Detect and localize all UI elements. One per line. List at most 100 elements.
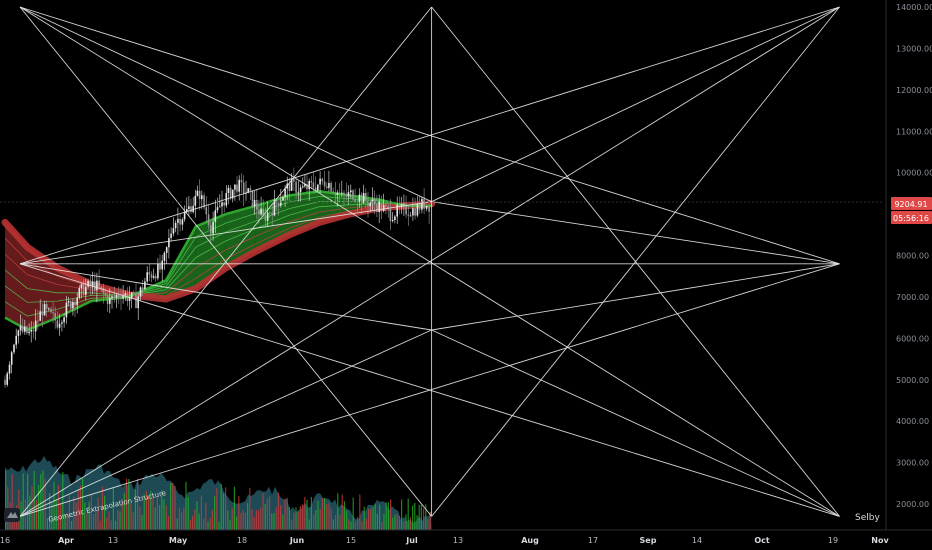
candle-body <box>148 272 151 275</box>
candle-body <box>130 292 133 298</box>
y-tick-label: 11000.00 <box>896 127 932 136</box>
volume-bar <box>90 494 92 530</box>
volume-bar <box>277 492 279 530</box>
volume-bar <box>412 505 414 530</box>
tradingview-logo-icon[interactable] <box>4 508 20 522</box>
volume-bar <box>174 485 176 530</box>
volume-bar <box>211 510 213 530</box>
volume-bar <box>148 496 150 530</box>
candle-body <box>266 212 269 221</box>
candle-body <box>367 200 369 207</box>
volume-bar <box>242 510 244 530</box>
volume-bar <box>343 501 345 530</box>
candle-body <box>177 218 179 223</box>
candle-body <box>111 296 113 298</box>
volume-bar <box>181 511 183 530</box>
candle-body <box>227 187 230 193</box>
candle-body <box>418 203 421 210</box>
time-axis[interactable]: 16 Apr 13 May 18 Jun 15 Jul 13 Aug 17 Sep 14 Oct 19 Nov <box>0 536 889 545</box>
volume-bar <box>126 478 128 530</box>
y-tick-label: 12000.00 <box>896 86 932 95</box>
volume-bar <box>273 513 275 530</box>
candle-body <box>165 247 168 253</box>
volume-bar <box>13 518 15 530</box>
candle-body <box>120 297 122 299</box>
volume-bar <box>286 497 288 530</box>
volume-bar <box>176 518 178 530</box>
volume-bar <box>187 496 189 530</box>
candle-body <box>106 295 109 304</box>
author-label: Selby <box>855 513 880 523</box>
candle-body <box>82 284 85 295</box>
volume-bar <box>392 517 394 530</box>
volume-bar <box>368 509 370 530</box>
volume-bar <box>31 486 33 530</box>
candle-body <box>188 206 190 209</box>
candle-body <box>251 190 254 207</box>
candle-body <box>299 187 302 192</box>
candle-body <box>306 184 308 190</box>
volume-bar <box>240 513 242 530</box>
volume-bar <box>423 508 425 530</box>
y-tick-label: 2000.00 <box>896 500 929 509</box>
candle-body <box>302 186 304 188</box>
volume-bar <box>183 507 185 530</box>
volume-bar <box>383 513 385 530</box>
volume-bar <box>189 519 191 530</box>
candle-body <box>56 320 59 328</box>
volume-bar <box>233 486 235 530</box>
candle-body <box>48 308 50 310</box>
candle-body <box>19 326 22 331</box>
candle-body <box>168 238 170 248</box>
price-axis[interactable]: 14000.00 13000.00 12000.00 11000.00 10000.00… <box>896 3 932 509</box>
candle-body <box>234 184 236 190</box>
candle-body <box>8 364 11 374</box>
candle-body <box>98 280 100 287</box>
volume-bar <box>185 481 187 530</box>
candle-body <box>124 293 127 296</box>
volume-bar <box>319 509 321 530</box>
candle-body <box>39 311 41 321</box>
candle-body <box>186 209 188 212</box>
candle-body <box>362 193 365 204</box>
volume-bar <box>77 489 79 530</box>
volume-bar <box>335 515 337 530</box>
candle-body <box>67 301 70 303</box>
volume-bar <box>110 520 112 530</box>
volume-bar <box>101 486 103 530</box>
candle-body <box>96 280 98 291</box>
geometric-structure <box>19 6 840 517</box>
volume-bar <box>167 516 169 530</box>
volume-bar <box>35 500 37 530</box>
candle-body <box>52 312 54 314</box>
volume-bar <box>376 514 378 530</box>
volume-bar <box>115 520 117 530</box>
candle-body <box>133 292 135 294</box>
volume-bar <box>401 499 403 530</box>
volume-bar <box>271 513 273 530</box>
volume-bar <box>236 516 238 530</box>
x-tick-label: Oct <box>754 536 770 545</box>
geometry-line <box>19 329 432 517</box>
candle-body <box>293 178 295 182</box>
geometry-line <box>19 263 840 517</box>
volume-bar <box>280 505 282 530</box>
volume-bar <box>216 488 218 530</box>
x-tick-label: 14 <box>692 536 702 545</box>
ribbon-line <box>4 204 432 296</box>
volume-bar <box>154 507 156 530</box>
x-tick-label: Aug <box>521 536 539 545</box>
candle-body <box>290 178 293 191</box>
x-tick-label: Nov <box>871 536 889 545</box>
candle-body <box>223 202 225 206</box>
candle-body <box>85 286 87 295</box>
candle-body <box>407 214 410 216</box>
volume-bar <box>247 502 249 530</box>
candle-body <box>238 179 240 192</box>
volume-bar <box>209 518 211 530</box>
candle-body <box>260 208 262 215</box>
volume-bar <box>385 502 387 530</box>
candle-body <box>17 330 20 336</box>
volume-bar <box>418 504 420 530</box>
